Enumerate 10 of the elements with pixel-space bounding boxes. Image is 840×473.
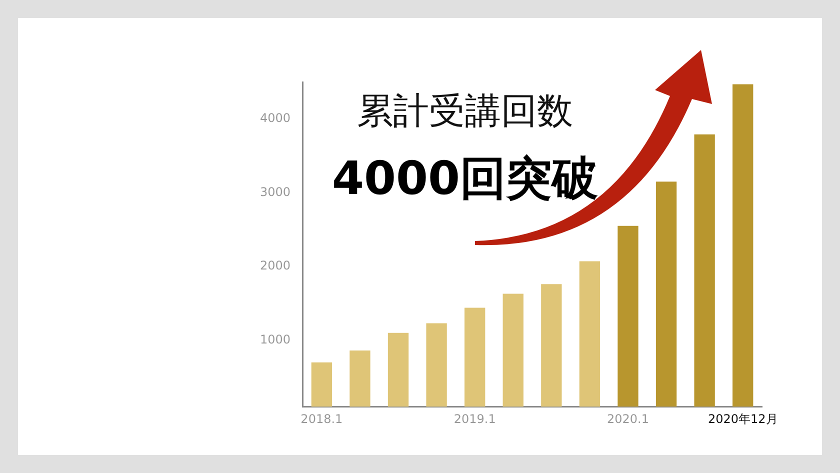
x-tick-label: 2019.1 <box>454 412 496 426</box>
chart-title: 累計受講回数 <box>356 90 574 134</box>
y-tick-label: 3000 <box>260 184 291 199</box>
x-tick-label: 2020.1 <box>606 412 649 426</box>
x-tick-label: 2018.1 <box>300 412 343 426</box>
y-tick-label: 2000 <box>260 258 291 273</box>
y-tick-label: 4000 <box>260 111 291 126</box>
y-tick-label: 1000 <box>260 332 291 346</box>
x-tick-label: 2020年12月 <box>708 412 778 426</box>
text: 4000回突破 <box>330 150 600 206</box>
